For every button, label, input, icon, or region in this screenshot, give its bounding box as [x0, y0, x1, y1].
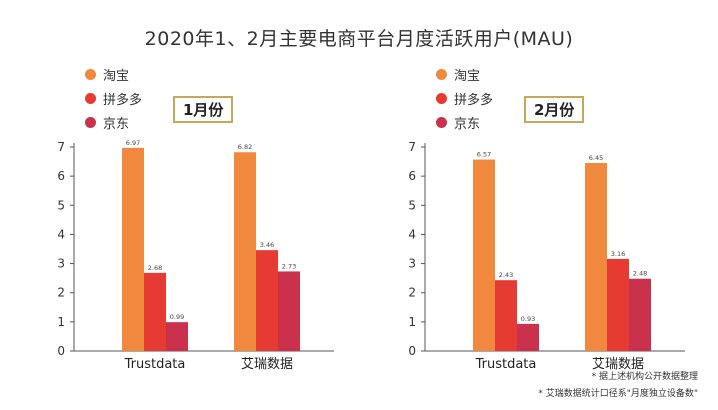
bar-chart-january: 0 1 2 3 4 5 6 7 6.97 2.68 0.99 Trustdata 6.82 3.46 2.7…	[57, 139, 334, 372]
bar	[144, 272, 166, 351]
bar-data-label: 0.99	[170, 313, 184, 321]
legend-label: 淘宝	[454, 68, 481, 84]
y-tick-label: 7	[408, 140, 416, 154]
chart-title: 2020年1、2月主要电商平台月度活跃用户(MAU)	[144, 28, 574, 50]
bar-chart-february: 0 1 2 3 4 5 6 7 6.57 2.43 0.93 Trustdata 6.45 3.16 2.4…	[408, 140, 685, 372]
month-badge: 1月份	[173, 96, 234, 123]
x-category-label: 艾瑞数据	[592, 357, 644, 372]
legend: 淘宝 拼多多 京东	[85, 62, 142, 134]
legend-label: 京东	[454, 116, 481, 132]
bar-data-label: 6.45	[589, 154, 603, 162]
bar-data-label: 3.16	[611, 250, 625, 258]
legend-swatch-pinduoduo	[436, 92, 447, 104]
y-tick-label: 3	[408, 257, 416, 271]
legend-swatch-jd	[436, 116, 447, 128]
bar-data-label: 6.57	[477, 151, 491, 159]
bar-data-label: 3.46	[260, 241, 274, 249]
y-tick-label: 2	[408, 286, 416, 300]
bar-data-label: 0.93	[521, 315, 535, 323]
bar	[607, 258, 629, 351]
footnote-line: * 据上述机构公开数据整理	[591, 372, 698, 382]
bar-data-label: 6.97	[126, 139, 140, 147]
y-tick-label: 7	[57, 140, 65, 154]
legend-item-jd: 京东	[436, 110, 493, 134]
legend-item-jd: 京东	[85, 110, 142, 134]
legend-label: 拼多多	[454, 92, 494, 108]
legend-label: 京东	[103, 116, 130, 132]
bar-data-label: 2.48	[633, 270, 647, 278]
chart-panel-february: 0 1 2 3 4 5 6 7 6.57 2.43 0.93 Trustdata 6.45 3.16 2.4…	[360, 52, 705, 377]
bar	[166, 322, 188, 351]
legend-label: 淘宝	[103, 68, 130, 84]
x-category-label: Trustdata	[475, 357, 537, 372]
bar	[629, 278, 651, 351]
bar	[495, 280, 517, 351]
y-tick-label: 4	[408, 227, 416, 241]
y-tick-label: 1	[57, 315, 65, 329]
legend-label: 拼多多	[103, 92, 143, 108]
legend-swatch-taobao	[436, 68, 447, 80]
legend-swatch-pinduoduo	[85, 92, 96, 104]
y-tick-label: 2	[57, 286, 65, 300]
y-tick-label: 6	[57, 169, 65, 183]
y-tick-label: 5	[408, 198, 416, 212]
bar-data-label: 2.73	[282, 262, 296, 270]
y-tick-label: 0	[408, 344, 416, 358]
footnote: * 据上述机构公开数据整理 * 艾瑞数据统计口径系"月度独立设备数"	[538, 369, 698, 403]
legend-item-taobao: 淘宝	[436, 62, 493, 86]
legend-item-pinduoduo: 拼多多	[85, 86, 142, 110]
month-badge: 2月份	[524, 96, 585, 123]
y-tick-label: 3	[57, 257, 65, 271]
bar-data-label: 2.68	[148, 264, 162, 272]
footnote-line: * 艾瑞数据统计口径系"月度独立设备数"	[538, 389, 698, 399]
legend-swatch-jd	[85, 116, 96, 128]
bar-data-label: 2.43	[499, 271, 513, 279]
legend-item-taobao: 淘宝	[85, 62, 142, 86]
y-tick-label: 1	[408, 315, 416, 329]
bar-data-label: 6.82	[238, 143, 252, 151]
bar	[256, 250, 278, 351]
y-tick-label: 5	[57, 198, 65, 212]
bar	[473, 159, 495, 351]
bar	[278, 271, 300, 351]
bar	[517, 323, 539, 351]
legend: 淘宝 拼多多 京东	[436, 62, 493, 134]
bar	[585, 163, 607, 351]
x-category-label: Trustdata	[124, 357, 186, 372]
bar	[122, 147, 144, 351]
x-category-label: 艾瑞数据	[241, 357, 293, 372]
y-tick-label: 6	[408, 169, 416, 183]
y-tick-label: 0	[57, 344, 65, 358]
legend-swatch-taobao	[85, 68, 96, 80]
y-tick-label: 4	[57, 227, 65, 241]
chart-panel-january: 0 1 2 3 4 5 6 7 6.97 2.68 0.99 Trustdata 6.82 3.46 2.7…	[9, 52, 354, 377]
legend-item-pinduoduo: 拼多多	[436, 86, 493, 110]
bar	[234, 152, 256, 351]
